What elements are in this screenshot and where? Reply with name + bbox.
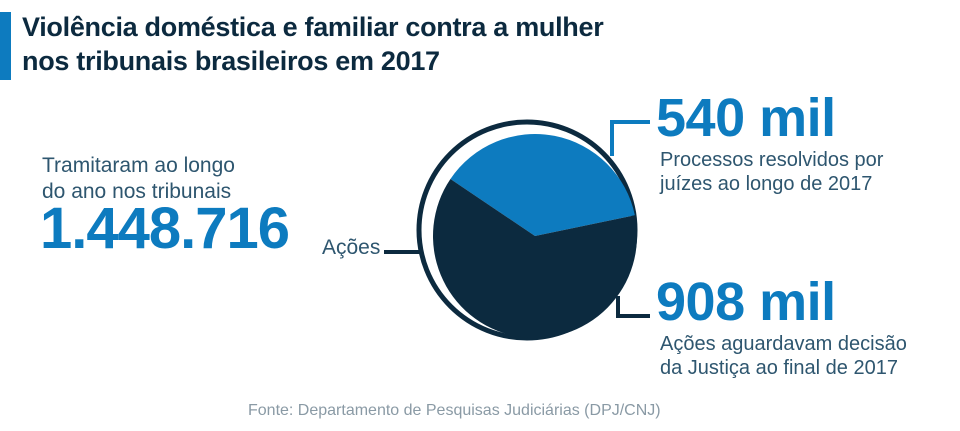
title-accent-bar xyxy=(0,12,11,80)
chart-title-line1: Violência doméstica e familiar contra a … xyxy=(22,12,604,42)
resolved-desc-line1: Processos resolvidos por xyxy=(660,149,884,171)
total-label-line1: Tramitaram ao longo xyxy=(42,154,235,177)
resolved-description: Processos resolvidos por juízes ao longo… xyxy=(660,148,940,196)
pending-description: Ações aguardavam decisão da Justiça ao f… xyxy=(660,332,940,380)
pending-connector-horizontal xyxy=(616,314,650,318)
pie-slice-resolved xyxy=(450,134,635,236)
chart-title: Violência doméstica e familiar contra a … xyxy=(22,10,604,78)
total-label-line2: do ano nos tribunais xyxy=(42,180,232,203)
total-connector-line xyxy=(384,250,420,254)
pending-connector-vertical xyxy=(616,296,620,314)
resolved-connector-horizontal xyxy=(610,120,650,124)
total-unit: Ações xyxy=(322,236,381,259)
pie-slice-pending xyxy=(432,178,637,339)
total-value: 1.448.716 xyxy=(40,196,290,261)
source-note: Fonte: Departamento de Pesquisas Judiciá… xyxy=(248,402,661,419)
pending-desc-line1: Ações aguardavam decisão xyxy=(660,333,907,355)
pending-value: 908 mil xyxy=(656,272,836,332)
resolved-connector-vertical xyxy=(610,120,614,156)
resolved-value: 540 mil xyxy=(656,88,836,148)
pending-desc-line2: da Justiça ao final de 2017 xyxy=(660,357,898,379)
chart-title-line2: nos tribunais brasileiros em 2017 xyxy=(22,46,440,76)
resolved-desc-line2: juízes ao longo de 2017 xyxy=(660,173,873,195)
total-label: Tramitaram ao longo do ano nos tribunais xyxy=(42,153,272,205)
